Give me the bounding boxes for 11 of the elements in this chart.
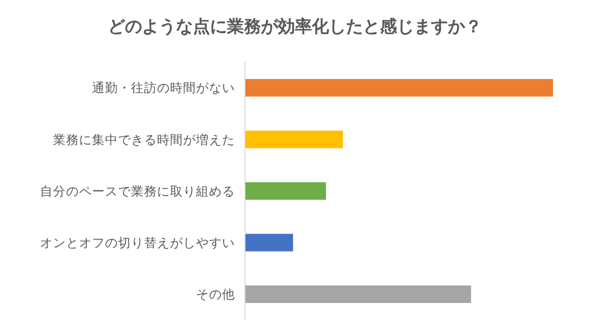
y-tick-label: その他 (196, 286, 235, 302)
bar (245, 285, 472, 303)
bar (245, 79, 553, 97)
bar (245, 130, 343, 148)
chart-title: どのような点に業務が効率化したと感じますか？ (108, 17, 482, 37)
bar (245, 234, 294, 252)
y-tick-label: オンとオフの切り替えがしやすい (40, 234, 235, 250)
y-tick-label: 通勤・往訪の時間がない (92, 80, 235, 96)
y-tick-label: 自分のペースで業務に取り組める (40, 183, 235, 198)
y-tick-label: 業務に集中できる時間が増えた (53, 132, 235, 147)
bar (245, 182, 326, 200)
